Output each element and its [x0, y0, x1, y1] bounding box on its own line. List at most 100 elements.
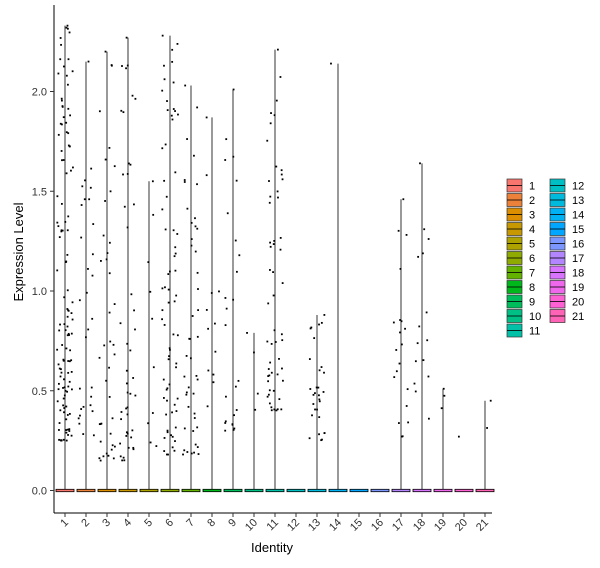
data-point: [406, 388, 409, 391]
violin-base: [475, 488, 495, 493]
data-point: [308, 437, 311, 440]
data-point: [174, 171, 177, 174]
data-point: [206, 405, 209, 408]
violin-group-21: [475, 399, 495, 493]
legend-label: 19: [572, 282, 584, 294]
data-point: [108, 147, 111, 149]
violin-base: [139, 488, 159, 493]
data-point: [195, 374, 198, 377]
legend-item-14: 14: [549, 207, 584, 222]
data-point: [274, 341, 277, 343]
legend-label: 1: [529, 181, 535, 193]
data-point: [66, 253, 69, 256]
data-point: [315, 386, 318, 389]
x-tick-label: 9: [226, 517, 239, 530]
data-point: [224, 297, 227, 299]
data-point: [61, 123, 63, 126]
data-point: [105, 258, 108, 261]
data-point: [68, 145, 71, 148]
violin-group-5: [139, 180, 159, 493]
violin-group-15: [349, 488, 369, 493]
violin-base: [118, 488, 138, 493]
data-point: [60, 150, 63, 152]
data-point: [65, 26, 68, 29]
data-point: [162, 378, 165, 381]
x-tick-label: 1: [58, 517, 71, 530]
data-point: [85, 291, 88, 294]
data-point: [226, 212, 229, 215]
data-point: [66, 308, 69, 310]
data-point: [164, 143, 167, 146]
data-point: [392, 321, 395, 324]
data-point: [183, 179, 186, 181]
data-point: [62, 438, 65, 441]
data-point: [175, 410, 178, 412]
data-point: [113, 353, 116, 356]
data-point: [65, 439, 68, 442]
data-point: [224, 429, 227, 432]
data-point: [166, 431, 169, 434]
data-point: [163, 437, 166, 439]
legend-item-15: 15: [549, 222, 584, 236]
data-point: [165, 388, 168, 391]
data-point: [107, 454, 110, 457]
x-tick-label: 2: [79, 517, 92, 530]
data-point: [330, 62, 332, 65]
data-point: [60, 439, 62, 442]
data-point: [176, 334, 179, 337]
data-point: [71, 388, 73, 391]
violin-group-7: [181, 84, 201, 493]
data-point: [270, 371, 273, 374]
data-point: [189, 357, 192, 360]
data-point: [193, 417, 196, 419]
data-point: [126, 406, 129, 409]
data-point: [186, 207, 189, 210]
data-point: [418, 325, 421, 328]
data-point: [121, 459, 124, 462]
legend-item-16: 16: [549, 236, 584, 251]
data-point: [170, 434, 172, 437]
violin-group-18: [412, 162, 432, 493]
data-point: [279, 248, 282, 251]
data-point: [65, 347, 68, 350]
data-point: [64, 329, 67, 332]
y-tick-label: 0.5: [32, 386, 47, 398]
data-point: [400, 320, 403, 323]
data-point: [147, 261, 150, 264]
data-point: [308, 358, 311, 360]
data-point: [273, 408, 276, 411]
data-point: [105, 379, 108, 382]
data-point: [414, 390, 417, 393]
data-point: [62, 358, 65, 361]
data-point: [193, 412, 196, 415]
data-point: [91, 410, 94, 413]
legend-item-13: 13: [549, 193, 584, 207]
legend-item-19: 19: [549, 280, 584, 294]
legend-item-1: 1: [506, 178, 535, 193]
data-point: [89, 186, 92, 189]
data-point: [207, 327, 210, 330]
legend-label: 14: [572, 210, 584, 222]
data-point: [196, 227, 199, 230]
data-point: [62, 65, 65, 68]
data-point: [234, 385, 237, 388]
data-point: [131, 94, 134, 97]
legend-label: 2: [529, 195, 535, 207]
data-point: [122, 173, 124, 176]
data-point: [267, 375, 270, 377]
data-point: [196, 446, 199, 448]
data-point: [67, 83, 69, 86]
data-point: [225, 307, 228, 310]
x-axis: 1 2 3 4 5 6 7 8 9 10 11 12 13 14 15 16 17 18 19 20 21: [54, 512, 492, 534]
data-point: [99, 440, 102, 443]
data-point: [311, 414, 313, 417]
data-point: [275, 99, 278, 102]
data-point: [90, 395, 93, 398]
data-point: [133, 309, 135, 312]
data-point: [280, 173, 283, 176]
legend-item-4: 4: [506, 222, 535, 236]
data-point: [176, 42, 179, 45]
data-point: [133, 203, 135, 206]
data-point: [235, 179, 238, 182]
legend-item-12: 12: [549, 178, 584, 193]
